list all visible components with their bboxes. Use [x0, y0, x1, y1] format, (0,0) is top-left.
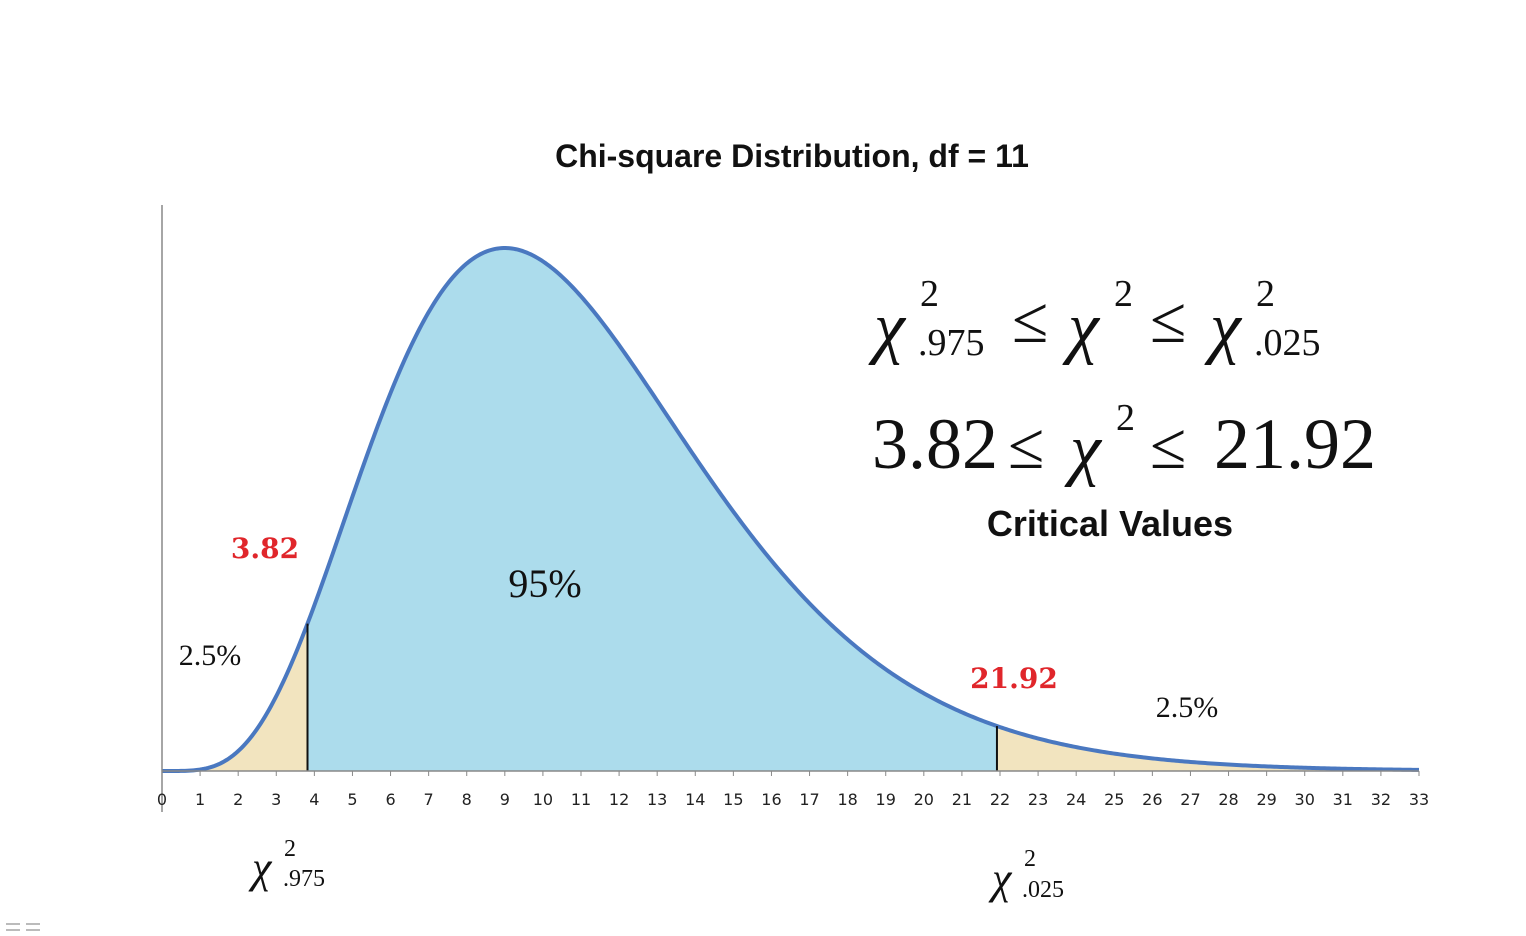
x-tick-label: 6: [385, 790, 395, 809]
lower-chi-symbol: χ: [248, 843, 273, 892]
formula1-lhs-subscript: .975: [918, 322, 985, 364]
x-tick-label: 7: [424, 790, 434, 809]
x-tick-label: 17: [799, 790, 819, 809]
x-tick-label: 1: [195, 790, 205, 809]
chart-title: Chi-square Distribution, df = 11: [555, 138, 1029, 174]
formula-line-2: 3.82 ≤ χ 2 ≤ 21.92: [872, 397, 1376, 488]
x-tick-label: 5: [347, 790, 357, 809]
area-regions: [162, 248, 1419, 771]
x-tick-label: 21: [952, 790, 972, 809]
x-tick-label: 15: [723, 790, 743, 809]
x-tick-label: 10: [533, 790, 553, 809]
lower-critical-symbol: χ 2 .975: [248, 836, 325, 892]
formula1-lhs-superscript: 2: [920, 273, 939, 315]
next-icon[interactable]: [26, 923, 40, 931]
x-tick-label: 27: [1180, 790, 1200, 809]
x-tick-label: 22: [990, 790, 1010, 809]
x-axis-ticks: 0 1 2 3 4 5 6 7 8 9 10 11 12 13 14 15 16 17 18 19 20 21 22 23 24…: [157, 771, 1429, 809]
formula2-mid-superscript: 2: [1116, 397, 1135, 439]
formula1-mid-superscript: 2: [1114, 273, 1133, 315]
formula1-rhs-subscript: .025: [1254, 322, 1321, 364]
formula1-lhs-symbol: χ: [868, 289, 907, 366]
formula2-op2: ≤: [1150, 410, 1186, 483]
x-tick-label: 26: [1142, 790, 1162, 809]
lower-critical-value-label: 3.82: [231, 532, 299, 565]
upper-chi-superscript: 2: [1024, 846, 1036, 872]
x-tick-label: 19: [876, 790, 896, 809]
x-tick-label: 24: [1066, 790, 1086, 809]
upper-critical-value-label: 21.92: [970, 662, 1058, 695]
right-tail-percent-label: 2.5%: [1156, 691, 1219, 724]
x-tick-label: 13: [647, 790, 667, 809]
x-tick-label: 31: [1333, 790, 1353, 809]
x-tick-label: 28: [1218, 790, 1238, 809]
x-tick-label: 2: [233, 790, 243, 809]
x-tick-label: 20: [914, 790, 934, 809]
formula2-lower-value: 3.82: [872, 404, 998, 484]
x-tick-label: 4: [309, 790, 319, 809]
player-controls: [6, 918, 46, 931]
formula-line-1: χ 2 .975 ≤ χ 2 ≤ χ 2 .025: [868, 273, 1321, 366]
region-fill-1: [307, 248, 997, 771]
x-tick-label: 3: [271, 790, 281, 809]
x-tick-label: 25: [1104, 790, 1124, 809]
lower-chi-subscript: .975: [283, 866, 325, 892]
left-tail-percent-label: 2.5%: [179, 639, 242, 672]
lower-chi-superscript: 2: [284, 836, 296, 862]
formula1-rhs-superscript: 2: [1256, 273, 1275, 315]
menu-icon[interactable]: [6, 923, 20, 931]
x-tick-label: 30: [1295, 790, 1315, 809]
upper-critical-symbol: χ 2 .025: [988, 846, 1064, 903]
formula1-op2: ≤: [1150, 284, 1186, 357]
formula2-op1: ≤: [1008, 410, 1044, 483]
critical-value-lines: [306, 623, 998, 771]
formula2-mid-symbol: χ: [1064, 411, 1103, 488]
x-tick-label: 29: [1256, 790, 1276, 809]
formula2-upper-value: 21.92: [1214, 404, 1376, 484]
critical-values-caption: Critical Values: [987, 503, 1233, 544]
x-tick-label: 0: [157, 790, 167, 809]
x-tick-label: 16: [761, 790, 781, 809]
formula1-mid-symbol: χ: [1062, 289, 1101, 366]
x-tick-label: 11: [571, 790, 591, 809]
density-curve: [162, 246, 1420, 773]
formula1-op1: ≤: [1012, 284, 1048, 357]
x-tick-label: 9: [500, 790, 510, 809]
x-tick-label: 23: [1028, 790, 1048, 809]
upper-chi-symbol: χ: [988, 854, 1013, 903]
upper-chi-subscript: .025: [1022, 877, 1064, 903]
x-tick-label: 14: [685, 790, 705, 809]
region-fill-0: [162, 623, 308, 771]
region-fill-2: [996, 726, 1419, 771]
center-region-percent-label: 95%: [508, 561, 581, 606]
x-tick-label: 32: [1371, 790, 1391, 809]
x-tick-label: 18: [837, 790, 857, 809]
formula1-rhs-symbol: χ: [1204, 289, 1243, 366]
x-tick-label: 33: [1409, 790, 1429, 809]
x-tick-label: 8: [462, 790, 472, 809]
x-tick-label: 12: [609, 790, 629, 809]
